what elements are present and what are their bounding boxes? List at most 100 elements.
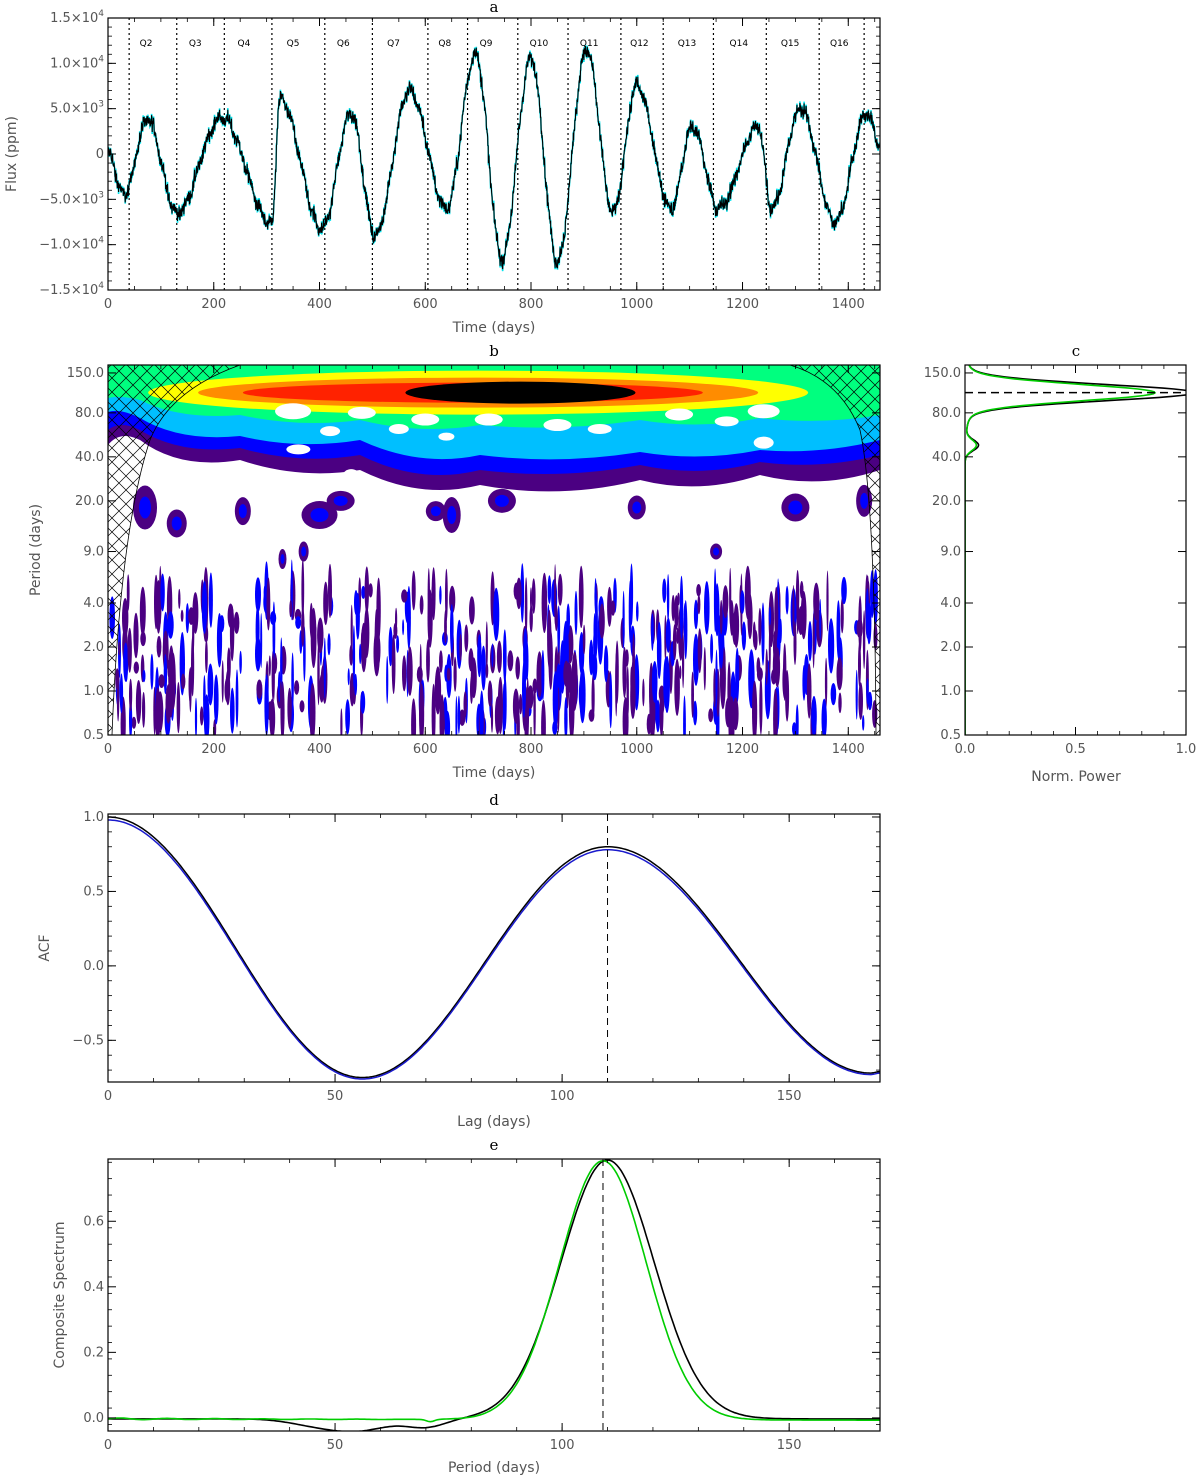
panel-b-noise-streak (507, 650, 514, 672)
panel-b-noise-streak (439, 650, 443, 673)
panel-d-ytick-label: 0.5 (83, 884, 104, 899)
panel-b-ytick-label: 0.5 (83, 728, 104, 743)
panel-b-noise-streak (287, 687, 292, 729)
panel-b-noise-streak (713, 568, 717, 632)
panel-b-noise-streak (294, 680, 300, 695)
panel-b-noise-streak (328, 563, 332, 619)
panel-b-noise-streak (360, 628, 366, 654)
panel-b-noise-streak (582, 624, 586, 655)
panel-b-noise-streak (696, 584, 701, 597)
panel-b-noise-streak (793, 621, 797, 666)
panel-b-noise-streak (697, 628, 702, 674)
panel-b-noise-streak (807, 621, 813, 662)
panel-a-ylabel: Flux (ppm) (4, 116, 20, 192)
panel-b: b 0 200 400 600 800 1000 1200 1400 0.5 1.0 2.0 4.0 9… (28, 342, 881, 781)
panel-b-contour-blob-core (447, 506, 457, 525)
panel-b-noise-streak (354, 673, 358, 696)
panel-b-noise-streak (533, 680, 536, 735)
panel-b-contour-blob-core (310, 508, 329, 523)
panel-b-noise-streak (774, 586, 779, 642)
panel-a-quarter-label: Q3 (189, 39, 202, 49)
panel-e-xtick-label: 0 (104, 1438, 112, 1453)
panel-b-ytick-label: 4.0 (83, 596, 104, 611)
panel-b-noise-streak (799, 581, 804, 599)
panel-c-series-black (965, 365, 1186, 735)
panel-b-contour-hole (320, 426, 341, 437)
panel-a-quarter-label: Q2 (140, 39, 153, 49)
panel-b-noise-streak (554, 604, 558, 632)
panel-b-noise-streak (691, 671, 694, 718)
panel-b-noise-streak (740, 590, 745, 614)
panel-b-noise-streak (497, 676, 503, 735)
panel-b-noise-streak (824, 657, 828, 708)
panel-b-ytick-label: 9.0 (83, 545, 104, 560)
panel-b-noise-streak (227, 603, 234, 628)
panel-b-noise-streak (407, 646, 413, 696)
panel-b-noise-streak (279, 681, 282, 705)
panel-b-noise-streak (812, 613, 815, 669)
panel-e-title: e (490, 1136, 499, 1154)
panel-b-noise-streak (158, 674, 165, 688)
panel-b-noise-streak (663, 657, 668, 709)
panel-b-noise-streak (126, 574, 130, 611)
panel-b-noise-streak (531, 578, 536, 614)
panel-b-noise-streak (176, 682, 181, 734)
panel-b-noise-streak (291, 652, 294, 709)
panel-b-noise-streak (527, 685, 534, 709)
panel-c-ytick-label: 80.0 (932, 406, 961, 421)
panel-b-noise-streak (445, 568, 448, 622)
panel-b-noise-streak (230, 687, 235, 734)
panel-c-ytick-label: 0.5 (940, 728, 961, 743)
panel-b-ytick-label: 20.0 (75, 494, 104, 509)
panel-b-noise-streak (728, 696, 735, 735)
panel-b-noise-streak (477, 634, 482, 678)
panel-b-noise-streak (481, 645, 486, 691)
panel-b-noise-streak (459, 633, 462, 661)
panel-b-contour-hole (543, 419, 572, 432)
panel-b-noise-streak (401, 589, 408, 603)
panel-b-noise-streak (434, 666, 442, 715)
panel-a: a Q2 Q3 Q4 Q5 Q6 Q7 Q8 Q9 Q10 Q11 Q12 Q13 Q14 Q15 Q16 … (4, 0, 881, 336)
panel-d-xtick-label: 100 (550, 1089, 575, 1104)
panel-b-noise-streak (779, 618, 782, 644)
panel-b-noise-streak (761, 602, 765, 666)
panel-a-ytick-label: 5.0×103 (50, 100, 104, 117)
panel-b-noise-streak (665, 617, 671, 653)
panel-b-noise-streak (524, 577, 528, 638)
panel-b-noise-streak (327, 633, 331, 656)
panel-b-ytick-label: 80.0 (75, 406, 104, 421)
panel-a-ytick-label: 1.0×104 (50, 54, 104, 71)
panel-b-noise-streak (666, 574, 670, 622)
panel-b-noise-streak (167, 611, 174, 639)
panel-b-noise-streak (672, 624, 677, 661)
panel-b-ylabel: Period (days) (28, 504, 44, 596)
panel-e-series-black (108, 1159, 880, 1431)
panel-b-noise-streak (233, 611, 240, 634)
panel-b-noise-streak (710, 633, 714, 664)
panel-b-noise-streak (599, 603, 605, 639)
panel-b-contour-blob-core (494, 494, 509, 507)
panel-b-noise-streak (427, 568, 430, 624)
panel-b-noise-streak (858, 682, 863, 720)
panel-b-noise-streak (855, 669, 858, 720)
panel-b-noise-streak (154, 574, 159, 630)
panel-b-noise-streak (411, 698, 417, 735)
panel-b-contour-blob-core (280, 554, 285, 565)
panel-b-noise-streak (118, 641, 121, 656)
panel-d-frame (107, 813, 881, 1083)
panel-b-noise-streak (557, 573, 563, 606)
panel-b-noise-streak (455, 696, 458, 735)
panel-b-noise-streak (826, 570, 829, 632)
panel-b-noise-streak (693, 633, 699, 686)
panel-b-noise-streak (485, 662, 489, 679)
panel-e-xlabel: Period (days) (448, 1460, 540, 1476)
panel-a-quarter-label: Q14 (730, 39, 749, 49)
panel-b-noise-streak (205, 639, 208, 674)
panel-b-noise-streak (682, 632, 685, 689)
panel-a-ytick-label: 0 (96, 147, 104, 162)
panel-b-xtick-label: 1000 (620, 742, 653, 757)
panel-b-noise-streak (419, 683, 425, 735)
panel-b-noise-streak (674, 658, 680, 716)
panel-b-noise-streak (227, 647, 231, 683)
panel-b-contour-blob-core (139, 496, 152, 519)
